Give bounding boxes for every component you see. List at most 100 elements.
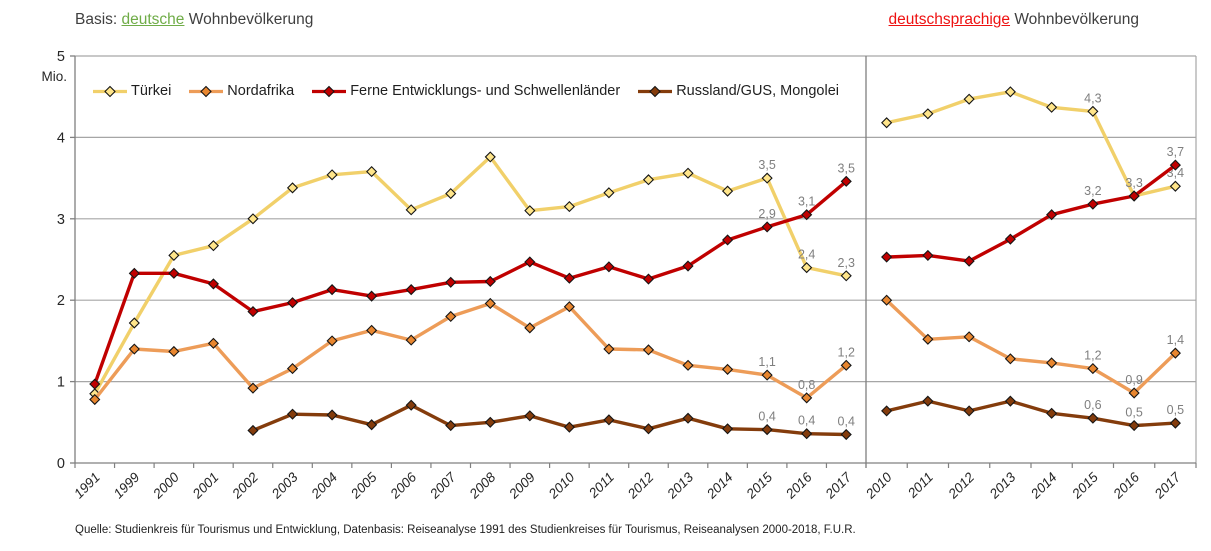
- data-point-marker: [603, 414, 615, 426]
- series-line: [93, 179, 848, 386]
- title-right-suffix: Wohnbevölkerung: [1010, 11, 1139, 28]
- data-point-marker: [326, 409, 338, 421]
- y-tick-label: 5: [57, 49, 65, 65]
- data-point-marker: [1046, 407, 1058, 419]
- data-point-marker: [89, 393, 101, 406]
- data-point-marker: [603, 343, 615, 355]
- data-point-marker: [963, 405, 975, 417]
- data-point-marker: [682, 359, 694, 371]
- data-point-marker: [326, 335, 338, 347]
- data-point-marker: [445, 310, 457, 323]
- data-point-marker: [1004, 233, 1016, 245]
- data-point-marker: [286, 408, 299, 420]
- data-point-marker: [1087, 198, 1099, 210]
- chart-title-right: deutschsprachige Wohnbevölkerung: [889, 11, 1139, 29]
- data-point-marker: [524, 410, 536, 422]
- data-point-marker: [881, 117, 893, 129]
- y-axis-unit-label: Mio.: [41, 69, 67, 84]
- series-line: [251, 403, 848, 437]
- data-point-marker: [761, 424, 773, 436]
- x-tick-label: 2010: [862, 469, 895, 502]
- data-point-label: 3,5: [838, 161, 855, 175]
- data-point-marker: [922, 395, 934, 407]
- data-point-marker: [721, 363, 734, 375]
- data-point-label: 2,9: [758, 207, 775, 221]
- data-point-marker: [1004, 86, 1016, 98]
- data-point-marker: [682, 260, 694, 272]
- data-point-marker: [563, 272, 575, 284]
- data-point-marker: [761, 369, 773, 381]
- x-tick-label: 2007: [426, 469, 459, 502]
- x-tick-label: 1991: [71, 470, 103, 502]
- data-point-marker: [801, 428, 813, 440]
- y-tick-label: 3: [57, 212, 65, 228]
- data-point-label: 0,9: [1125, 373, 1142, 387]
- data-point-label: 0,5: [1167, 403, 1184, 417]
- x-tick-label: 2014: [703, 470, 736, 503]
- data-point-marker: [1169, 347, 1181, 359]
- data-point-marker: [963, 93, 975, 105]
- data-point-marker: [128, 267, 140, 279]
- title-left-prefix: Basis:: [75, 11, 122, 28]
- data-point-label: 3,1: [798, 195, 815, 209]
- data-point-label: 2,3: [838, 256, 855, 270]
- data-point-marker: [286, 297, 299, 309]
- y-tick-label: 4: [57, 130, 65, 146]
- data-point-marker: [326, 169, 338, 181]
- legend-label: Türkei: [131, 83, 172, 99]
- data-point-label: 0,4: [798, 414, 815, 428]
- data-point-label: 1,2: [838, 345, 855, 359]
- x-tick-label: 1999: [111, 469, 143, 501]
- data-point-marker: [642, 344, 655, 356]
- data-point-label: 0,4: [758, 410, 775, 424]
- title-left-suffix: Wohnbevölkerung: [184, 11, 314, 28]
- data-point-marker: [1087, 105, 1099, 117]
- series-line: [93, 301, 848, 402]
- data-point-label: 1,1: [758, 355, 775, 369]
- series-line: [884, 163, 1178, 263]
- legend-marker-icon: [312, 85, 347, 97]
- data-point-label: 3,7: [1167, 145, 1184, 159]
- title-left-highlight: deutsche: [121, 11, 185, 28]
- data-point-marker: [247, 424, 259, 437]
- series-line: [884, 90, 1178, 198]
- x-tick-label: 2012: [945, 469, 978, 502]
- data-point-marker: [963, 255, 975, 267]
- data-point-marker: [405, 204, 417, 216]
- series-line: [884, 298, 1178, 395]
- legend-label: Nordafrika: [227, 83, 295, 99]
- legend-item: Türkei: [92, 83, 171, 99]
- x-tick-label: 2012: [624, 469, 657, 502]
- data-point-marker: [1046, 209, 1058, 221]
- x-tick-label: 2013: [664, 469, 697, 502]
- y-tick-label: 0: [57, 456, 65, 472]
- x-tick-label: 2001: [189, 470, 222, 503]
- data-point-marker: [247, 306, 259, 318]
- y-tick-label: 1: [57, 375, 65, 391]
- data-point-marker: [840, 359, 852, 371]
- data-point-marker: [366, 166, 378, 178]
- data-point-marker: [840, 270, 852, 282]
- data-point-marker: [963, 331, 975, 343]
- data-point-marker: [484, 297, 496, 310]
- data-point-marker: [524, 205, 536, 217]
- legend-item: Nordafrika: [188, 83, 294, 99]
- data-point-marker: [484, 275, 496, 288]
- x-tick-label: 2016: [782, 469, 815, 502]
- x-tick-label: 2002: [229, 469, 262, 502]
- data-point-marker: [168, 249, 180, 262]
- legend-label: Russland/GUS, Mongolei: [676, 83, 840, 99]
- data-point-label: 0,4: [838, 415, 855, 429]
- data-point-marker: [445, 187, 457, 200]
- data-point-marker: [801, 262, 813, 274]
- data-point-label: 0,5: [1125, 406, 1142, 420]
- data-point-marker: [366, 419, 378, 431]
- data-point-marker: [405, 334, 417, 346]
- data-point-marker: [1169, 159, 1181, 171]
- data-point-marker: [840, 428, 852, 441]
- data-point-marker: [1169, 180, 1181, 192]
- data-point-marker: [1128, 419, 1140, 432]
- data-point-marker: [524, 256, 536, 268]
